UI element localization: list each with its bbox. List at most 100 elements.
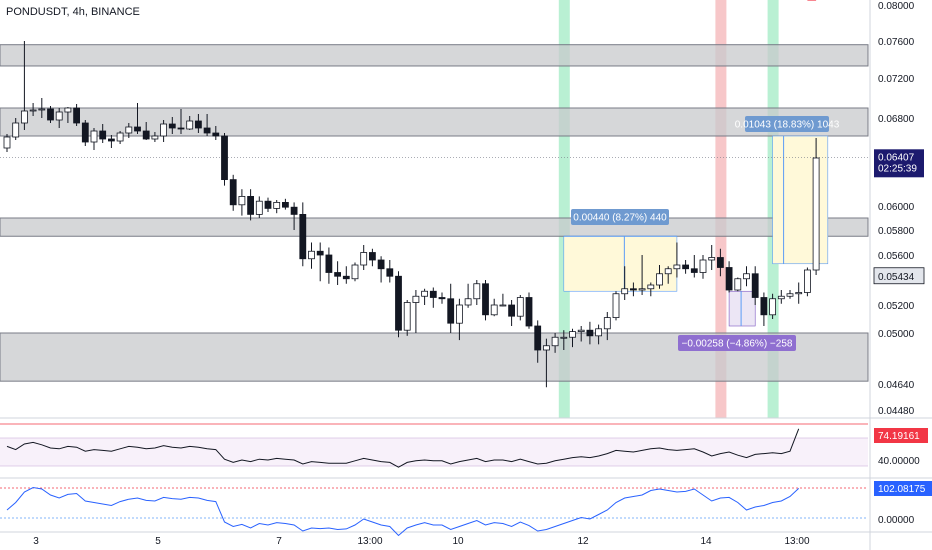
- candle-body: [464, 298, 472, 306]
- candle-body: [3, 136, 11, 149]
- candle-body: [717, 257, 724, 268]
- osc-value-tag-bg: [874, 481, 932, 496]
- price-tick-label: 0.06000: [878, 202, 915, 213]
- candle-body: [682, 264, 689, 270]
- current-price-tag: 0.06407: [878, 152, 915, 163]
- time-tick-label: 10: [452, 536, 464, 547]
- candle-body: [543, 345, 550, 351]
- candle-body: [108, 138, 115, 142]
- candle-body: [299, 213, 307, 260]
- price-tick-label: 0.06800: [878, 114, 915, 125]
- price-tick-label: 0.07200: [878, 74, 915, 85]
- osc-level-label: 0.00000: [878, 515, 915, 526]
- candle-body: [760, 297, 768, 316]
- candle-body: [238, 195, 246, 206]
- current-price-tag: 02:25:39: [878, 163, 917, 174]
- price-tick-label: 0.04480: [878, 406, 915, 417]
- measure-label-up-1-bg: [571, 209, 669, 225]
- price-zone: [0, 44, 869, 67]
- candle-body: [273, 201, 281, 209]
- candle-body: [403, 302, 411, 331]
- candle-body: [708, 257, 716, 261]
- price-tick-label: 0.05200: [878, 301, 915, 312]
- candle-body: [99, 130, 107, 140]
- candle-body: [386, 268, 394, 277]
- candle-body: [612, 293, 620, 319]
- rsi-level-label: 40.00000: [878, 456, 920, 467]
- candle-body: [342, 275, 350, 280]
- time-tick-label: 5: [155, 536, 161, 547]
- candle-body: [664, 268, 672, 275]
- candle-body: [20, 110, 28, 124]
- candle-body: [577, 329, 585, 333]
- osc-value-tag: 102.08175: [878, 484, 926, 495]
- candle-body: [281, 201, 289, 208]
- candle-body: [12, 122, 20, 138]
- candle-body: [255, 200, 263, 215]
- rsi-line: [6, 428, 800, 468]
- candle-body: [377, 259, 385, 270]
- candle-body: [769, 298, 776, 316]
- time-tick-label: 7: [276, 536, 282, 547]
- rsi-band: [0, 438, 868, 466]
- candle-body: [647, 284, 655, 290]
- candle-body: [229, 179, 237, 206]
- price-tick-label: 0.04640: [878, 380, 915, 391]
- price-tick-label: 0.05600: [878, 251, 915, 262]
- candle-body: [490, 304, 498, 316]
- candle-body: [194, 120, 202, 129]
- candle-body: [212, 132, 220, 137]
- candle-body: [247, 195, 255, 215]
- candle-body: [55, 111, 63, 121]
- candle-body: [47, 108, 54, 121]
- candle-body: [142, 130, 150, 140]
- candle-body: [90, 130, 98, 143]
- candle-body: [777, 295, 785, 300]
- candle-body: [429, 290, 437, 298]
- price-tick-label: 0.07600: [878, 37, 915, 48]
- candle-body: [316, 250, 324, 256]
- candle-body: [804, 269, 811, 293]
- price-tick-label: 0.05800: [878, 226, 915, 237]
- candle-body: [29, 109, 37, 112]
- price-tick-label: 0.08000: [878, 1, 915, 12]
- candle-body: [473, 283, 481, 300]
- candle-body: [690, 268, 698, 273]
- candle-body: [499, 304, 507, 307]
- candle-body: [516, 297, 524, 317]
- candle-body: [795, 292, 803, 295]
- candle-body: [308, 250, 315, 260]
- candle-body: [38, 108, 46, 111]
- signal-highlight-bar: [558, 0, 570, 418]
- candle-body: [334, 272, 342, 277]
- measure-label-down-bg: [678, 335, 796, 351]
- candle-body: [455, 304, 463, 324]
- oscillator-line: [6, 486, 800, 537]
- candle-body: [734, 278, 742, 291]
- measure-label-up-2: 0.01043 (18.83%) 1043: [735, 120, 840, 131]
- candle-body: [395, 275, 402, 331]
- candle-body: [699, 259, 707, 273]
- candle-body: [482, 283, 489, 316]
- candle-body: [656, 273, 663, 286]
- candle-body: [290, 206, 298, 215]
- rsi-value-tag-bg: [874, 428, 928, 443]
- candle-body: [743, 273, 750, 280]
- candle-body: [534, 325, 542, 351]
- level-marker-tag: 0.05434: [878, 272, 915, 283]
- candle-body: [725, 267, 733, 291]
- candle-body: [134, 126, 141, 132]
- candle-body: [673, 264, 681, 270]
- price-tick-label: 0.05000: [878, 329, 915, 340]
- candle-body: [525, 297, 533, 327]
- time-tick-label: 13:00: [357, 536, 382, 547]
- candle-body: [586, 329, 594, 337]
- candle-body: [168, 123, 176, 129]
- candle-body: [177, 127, 185, 130]
- candle-body: [438, 297, 446, 300]
- candle-body: [368, 252, 376, 261]
- current-price-tag-bg: [874, 149, 924, 178]
- time-tick-label: 12: [577, 536, 589, 547]
- price-zone: [0, 217, 869, 237]
